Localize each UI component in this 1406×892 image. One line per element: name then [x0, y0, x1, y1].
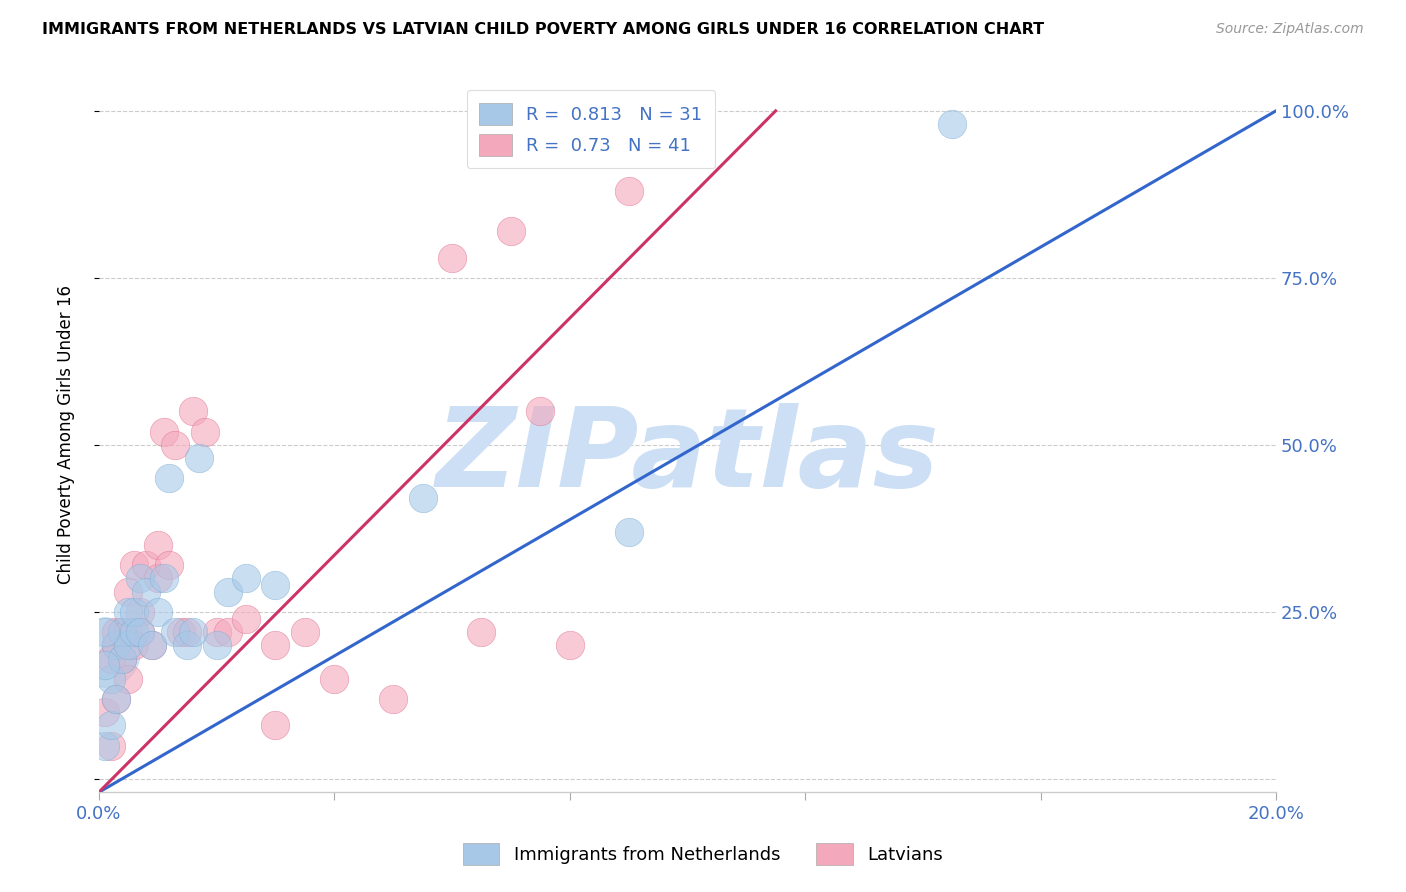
Point — [100, 718, 122, 732]
Point — [264, 718, 287, 732]
Point — [181, 624, 204, 639]
Point — [152, 425, 174, 439]
Point — [235, 611, 257, 625]
Point — [176, 638, 198, 652]
Point — [170, 624, 193, 639]
Point — [323, 672, 346, 686]
Point — [117, 672, 139, 686]
Text: IMMIGRANTS FROM NETHERLANDS VS LATVIAN CHILD POVERTY AMONG GIRLS UNDER 16 CORREL: IMMIGRANTS FROM NETHERLANDS VS LATVIAN C… — [42, 22, 1045, 37]
Point — [93, 739, 115, 753]
Point — [217, 585, 239, 599]
Point — [529, 404, 551, 418]
Point — [117, 624, 139, 639]
Point — [93, 705, 115, 719]
Point — [93, 645, 115, 659]
Point — [165, 624, 187, 639]
Point — [165, 438, 187, 452]
Point — [146, 538, 169, 552]
Point — [129, 624, 152, 639]
Point — [122, 605, 145, 619]
Point — [382, 691, 405, 706]
Point — [205, 638, 228, 652]
Point — [122, 558, 145, 573]
Legend: R =  0.813   N = 31, R =  0.73   N = 41: R = 0.813 N = 31, R = 0.73 N = 41 — [467, 90, 716, 169]
Point — [111, 651, 134, 665]
Point — [412, 491, 434, 506]
Point — [117, 585, 139, 599]
Point — [217, 624, 239, 639]
Point — [122, 624, 145, 639]
Point — [440, 251, 463, 265]
Point — [100, 651, 122, 665]
Point — [146, 572, 169, 586]
Point — [264, 638, 287, 652]
Legend: Immigrants from Netherlands, Latvians: Immigrants from Netherlands, Latvians — [456, 836, 950, 872]
Point — [105, 638, 128, 652]
Point — [194, 425, 217, 439]
Point — [617, 524, 640, 539]
Point — [141, 638, 163, 652]
Point — [941, 117, 963, 131]
Point — [294, 624, 316, 639]
Point — [235, 572, 257, 586]
Point — [141, 638, 163, 652]
Point — [558, 638, 581, 652]
Point — [135, 585, 157, 599]
Point — [205, 624, 228, 639]
Text: ZIPatlas: ZIPatlas — [436, 403, 939, 510]
Point — [176, 624, 198, 639]
Point — [470, 624, 492, 639]
Text: Source: ZipAtlas.com: Source: ZipAtlas.com — [1216, 22, 1364, 37]
Point — [117, 605, 139, 619]
Point — [264, 578, 287, 592]
Point — [146, 605, 169, 619]
Point — [100, 672, 122, 686]
Point — [105, 624, 128, 639]
Point — [617, 184, 640, 198]
Point — [187, 451, 209, 466]
Point — [676, 117, 699, 131]
Point — [105, 691, 128, 706]
Point — [100, 739, 122, 753]
Point — [129, 605, 152, 619]
Point — [129, 572, 152, 586]
Point — [111, 624, 134, 639]
Point — [135, 558, 157, 573]
Point — [122, 638, 145, 652]
Point — [93, 658, 115, 673]
Point — [117, 638, 139, 652]
Point — [499, 224, 522, 238]
Point — [105, 638, 128, 652]
Point — [129, 624, 152, 639]
Point — [157, 471, 180, 485]
Point — [181, 404, 204, 418]
Point — [93, 624, 115, 639]
Point — [152, 572, 174, 586]
Y-axis label: Child Poverty Among Girls Under 16: Child Poverty Among Girls Under 16 — [58, 285, 75, 584]
Point — [111, 624, 134, 639]
Point — [105, 691, 128, 706]
Point — [157, 558, 180, 573]
Point — [111, 651, 134, 665]
